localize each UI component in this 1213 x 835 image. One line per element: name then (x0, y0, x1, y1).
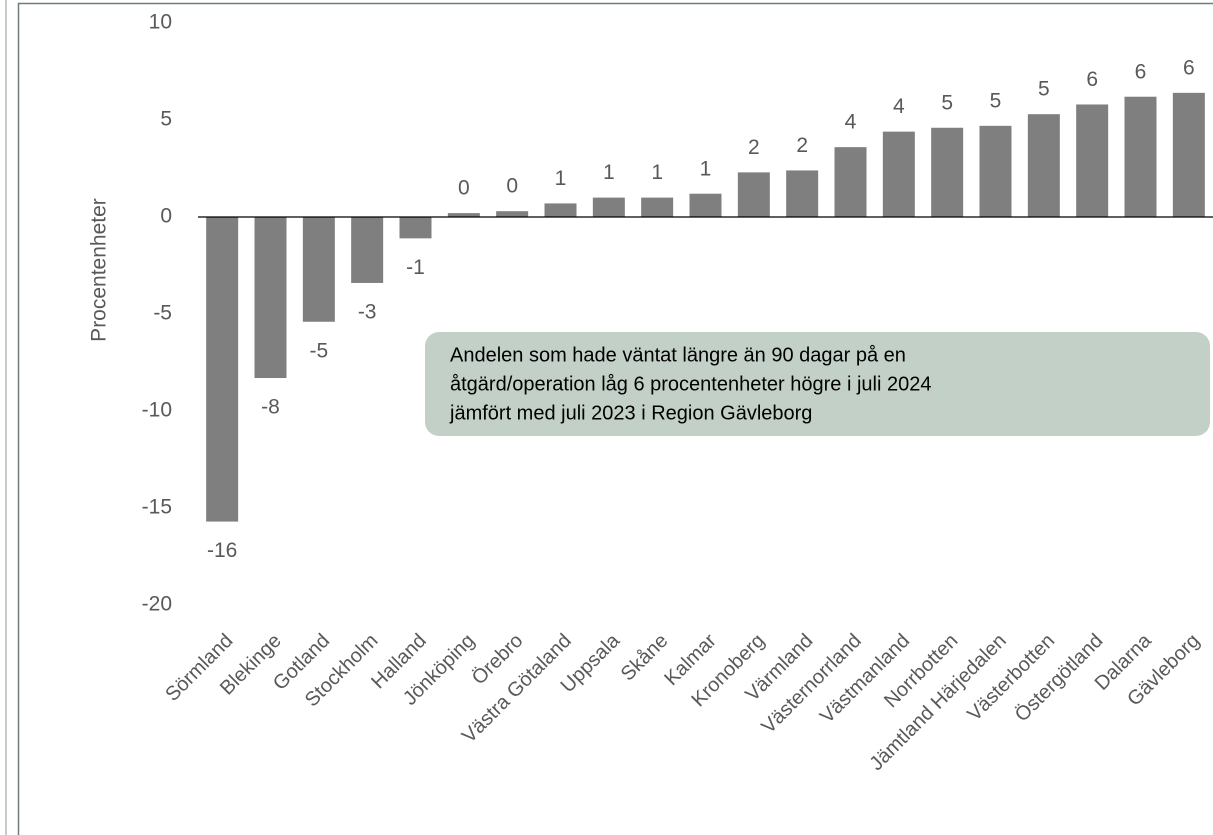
bar (1076, 104, 1109, 217)
bar (206, 217, 239, 522)
bar (302, 217, 335, 322)
value-label: 1 (603, 161, 615, 184)
bar (834, 147, 867, 217)
bar (496, 211, 529, 217)
bar (447, 213, 480, 217)
value-label: 2 (796, 134, 808, 157)
panel-border (17, 2, 1213, 835)
bar (544, 203, 577, 217)
value-label: 5 (941, 91, 953, 114)
bar (399, 217, 432, 239)
value-label: -5 (309, 339, 328, 362)
bar (351, 217, 384, 283)
value-label: -3 (358, 301, 377, 324)
annotation-box (425, 332, 1210, 436)
bar (689, 193, 722, 217)
value-label: 1 (700, 157, 712, 180)
y-tick-label: -10 (142, 399, 172, 422)
bar (979, 125, 1012, 217)
value-label: 1 (651, 161, 663, 184)
y-tick-label: -15 (142, 496, 172, 519)
bar (737, 172, 770, 217)
value-label: -1 (406, 256, 425, 279)
bar (786, 170, 819, 217)
y-tick-label: 0 (160, 205, 172, 228)
value-label: 5 (1038, 78, 1050, 101)
bar (254, 217, 287, 379)
value-label: -8 (261, 396, 280, 419)
annotation-line: jämfört med juli 2023 i Region Gävleborg (449, 402, 812, 424)
value-label: 6 (1086, 68, 1098, 91)
y-tick-label: 10 (149, 11, 172, 34)
y-tick-label: 5 (160, 108, 172, 131)
value-label: 0 (458, 177, 470, 200)
y-tick-label: -5 (153, 302, 172, 325)
y-tick-label: -20 (142, 593, 172, 616)
bar (1027, 114, 1060, 217)
bar (592, 197, 625, 217)
value-label: -16 (207, 539, 237, 562)
y-axis-label: Procentenheter (88, 198, 111, 342)
value-label: 2 (748, 136, 760, 159)
annotation-line: åtgärd/operation låg 6 procentenheter hö… (450, 373, 931, 395)
annotation-line: Andelen som hade väntat längre än 90 dag… (450, 344, 906, 366)
value-label: 0 (506, 175, 518, 198)
bar (641, 197, 674, 217)
bar (882, 131, 915, 217)
bar (1172, 92, 1205, 217)
value-label: 4 (893, 95, 905, 118)
bar (1124, 96, 1157, 217)
bar (931, 127, 964, 217)
value-label: 6 (1183, 56, 1195, 79)
value-label: 4 (845, 111, 857, 134)
value-label: 6 (1135, 60, 1147, 83)
value-label: 5 (990, 89, 1002, 112)
value-label: 1 (555, 167, 567, 190)
